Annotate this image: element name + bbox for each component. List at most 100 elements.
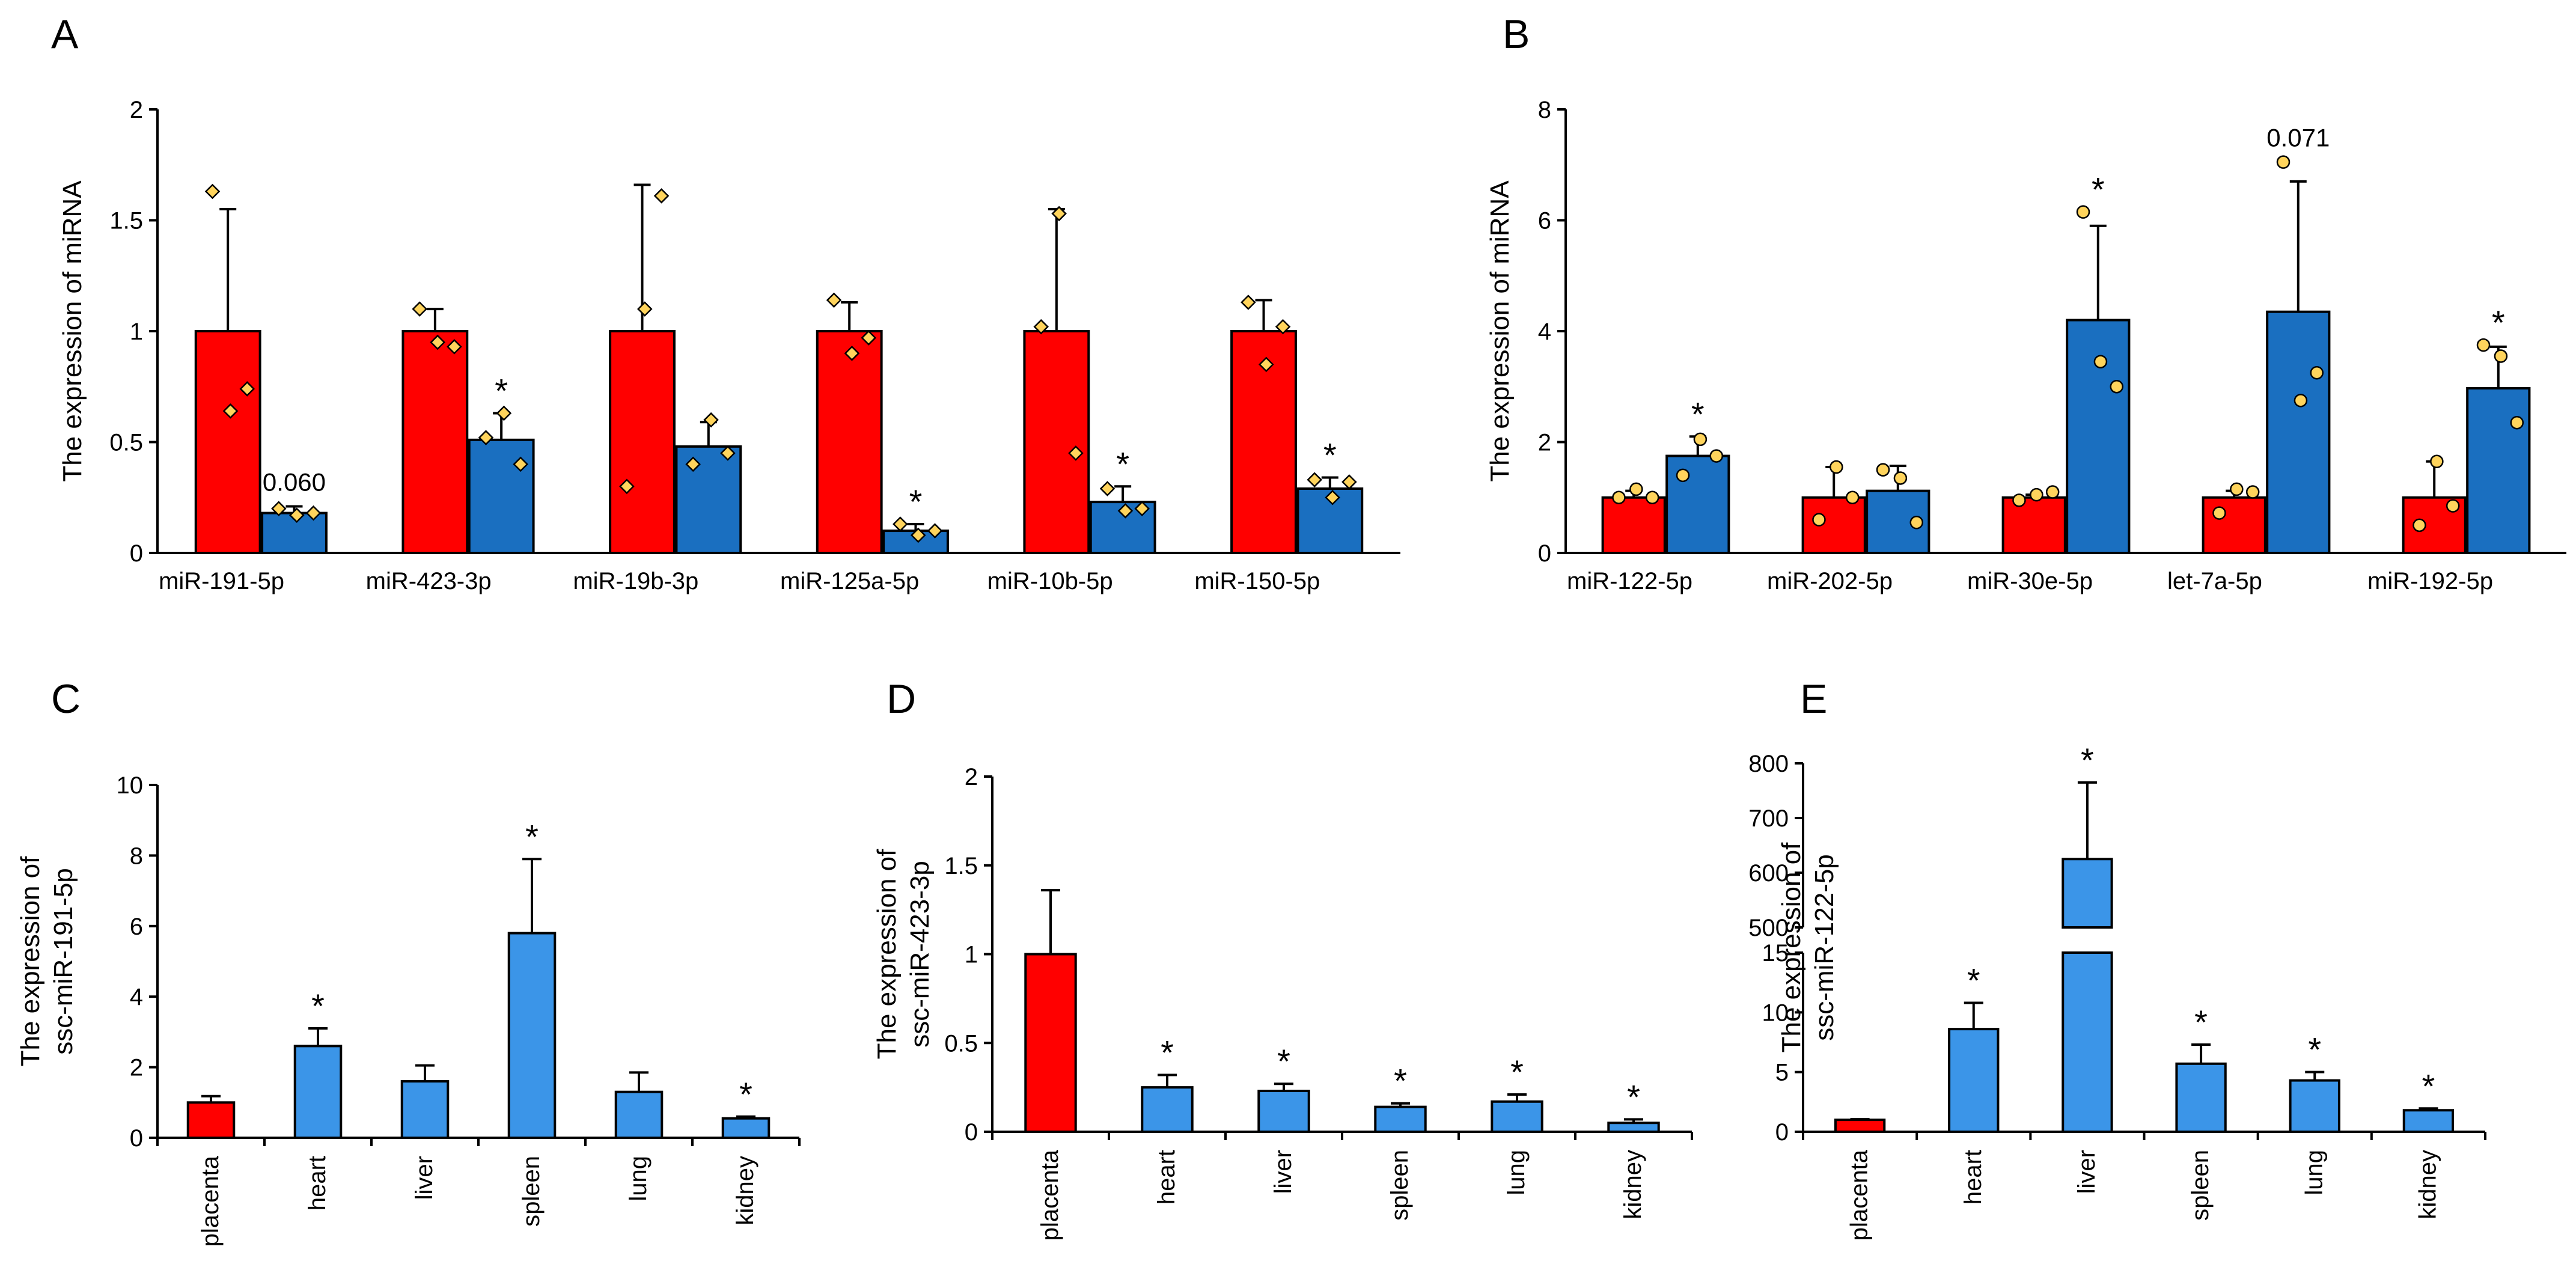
panel-d-bar (1607, 1122, 1660, 1133)
panel-a-p-value: 0.060 (263, 468, 326, 496)
panel-e-upper-y-tick-label: 800 (1748, 751, 1789, 777)
panel-a-y-tick-label: 2 (130, 97, 143, 123)
panel-b-category-label: miR-192-5p (2367, 568, 2493, 594)
panel-b-data-point (2310, 365, 2324, 380)
panel-a-data-point (893, 516, 908, 532)
panel-a-data-point (1033, 319, 1049, 335)
panel-a-data-point (1117, 503, 1134, 519)
panel-c-y-axis-title-line: ssc-miR-191-5p (49, 868, 78, 1055)
panel-label-A: A (51, 11, 79, 57)
panel-a-category-label: miR-423-3p (366, 568, 492, 594)
panel-c-bar (293, 1045, 343, 1139)
panel-b-category-label: let-7a-5p (2167, 568, 2262, 594)
panel-c-y-tick-label: 6 (130, 914, 143, 940)
panel-a-data-point (1325, 489, 1340, 505)
panel-e-bar (1948, 1028, 2000, 1133)
panel-a-data-point (1307, 472, 1322, 487)
panel-b-category-label: miR-122-5p (1567, 568, 1692, 594)
panel-a-data-point (1275, 319, 1291, 335)
panel-b-y-tick-label: 0 (1538, 540, 1551, 567)
panel-e-upper-y-tick-label: 500 (1748, 915, 1789, 941)
panel-d: placenta * heart * liver * spleen * lung * kidney 0… (872, 764, 1693, 1241)
panel-e-y-axis-title: The expression of ssc-miR-122-5p (1777, 842, 1839, 1053)
panel-e: placenta * heart * liver * spleen * lung * kidney 0… (1748, 741, 2486, 1241)
panel-b-data-point (2230, 482, 2244, 496)
panel-a-data-point (910, 527, 926, 543)
panel-d-y-tick-label: 0.5 (944, 1030, 978, 1057)
panel-e-significance-star: * (2194, 1003, 2208, 1041)
panel-e-upper-y-tick-label: 700 (1748, 805, 1789, 832)
panel-a-bar (468, 438, 535, 554)
panel-e-significance-star: * (2308, 1031, 2321, 1069)
panel-a-data-point (1134, 501, 1150, 516)
panel-d-y-tick-label: 2 (965, 764, 978, 790)
panel-a-data-point (1341, 474, 1357, 490)
panel-d-y-tick-label: 1 (965, 942, 978, 968)
panel-c-bar (721, 1117, 771, 1139)
panel-d-significance-star: * (1394, 1062, 1407, 1100)
panel-b-data-point (1893, 471, 1908, 485)
panel-c-y-axis-title-line: The expression of (16, 856, 45, 1067)
panel-c-y-tick-label: 2 (130, 1055, 143, 1081)
panel-c-bar (186, 1101, 236, 1140)
panel-e-lower-y-tick-label: 10 (1762, 1000, 1789, 1026)
panel-b-y-tick-label: 8 (1538, 97, 1551, 123)
panel-b-bar (2066, 319, 2131, 554)
panel-a-data-point (826, 292, 842, 308)
panel-label-B: B (1503, 11, 1530, 57)
panel-b-significance-star: * (2092, 171, 2105, 209)
panel-a-y-tick-label: 1 (130, 319, 143, 345)
panel-b-data-point (1812, 513, 1826, 527)
panel-e-bar-upper (2062, 858, 2113, 929)
panel-d-y-axis-title: The expression of ssc-miR-423-3p (872, 849, 935, 1060)
panel-d-y-axis-title-line: The expression of (872, 849, 902, 1060)
panel-d-category-label: liver (1270, 1150, 1296, 1194)
panel-b-data-point (2110, 380, 2123, 394)
panel-a-data-point (685, 456, 701, 472)
panel-e-lower-y-tick-label: 5 (1775, 1060, 1789, 1086)
panel-d-bar (1257, 1090, 1310, 1134)
panel-a-data-point (288, 507, 305, 524)
panel-b-y-tick-label: 2 (1538, 430, 1551, 456)
panel-b-data-point (1876, 463, 1890, 477)
panel-e-y-axis-title-line: ssc-miR-122-5p (1810, 854, 1839, 1041)
panel-a-data-point (653, 188, 670, 204)
panel-b-data-point (2494, 349, 2508, 363)
panel-e-axis-break-gap (2061, 929, 2114, 951)
panel-b-bar (2001, 496, 2066, 554)
panel-d-y-tick-label: 1.5 (944, 853, 978, 879)
panel-c-y-tick-label: 10 (117, 772, 144, 799)
panel-a-significance-star: * (909, 483, 923, 521)
panel-a-significance-star: * (1323, 436, 1337, 474)
panel-c-category-label: kidney (732, 1156, 758, 1226)
panel-e-significance-star: * (2081, 741, 2094, 779)
panel-c-category-label: heart (304, 1156, 331, 1211)
panel-d-category-label: lung (1503, 1150, 1530, 1195)
panel-e-bar (2402, 1109, 2455, 1133)
panel-e-significance-star: * (1967, 961, 1980, 999)
panel-d-significance-star: * (1277, 1042, 1290, 1080)
panel-c-significance-star: * (739, 1075, 752, 1113)
panel-c-bar (400, 1080, 450, 1139)
panel-e-bar (2175, 1062, 2227, 1134)
panel-b-data-point (2476, 338, 2491, 352)
panel-b-data-point (1845, 490, 1860, 504)
panel-a-data-point (305, 505, 322, 521)
panel-b-category-label: miR-30e-5p (1967, 568, 2093, 594)
panel-a-category-label: miR-10b-5p (987, 568, 1113, 594)
panel-b-bar (1601, 496, 1666, 554)
panel-a-data-point (861, 330, 877, 346)
panel-a-data-point (1259, 356, 1274, 373)
panel-b-category-label: miR-202-5p (1767, 568, 1893, 594)
panel-b-data-point (2012, 493, 2026, 507)
panel-e-significance-star: * (2422, 1067, 2435, 1105)
panel-a-y-axis-title: The expression of miRNA (58, 180, 87, 482)
panel-c-significance-star: * (311, 987, 325, 1025)
panel-b-bar (2202, 496, 2266, 554)
panel-a-data-point (927, 523, 943, 539)
panel-c: placenta * heart liver * spleen lung * kidney 0 2 4… (16, 772, 801, 1247)
panel-a-bar (609, 330, 676, 554)
panel-c-bar (507, 932, 557, 1140)
panel-e-lower-y-tick-label: 0 (1775, 1119, 1789, 1146)
panel-a-data-point (447, 339, 462, 355)
